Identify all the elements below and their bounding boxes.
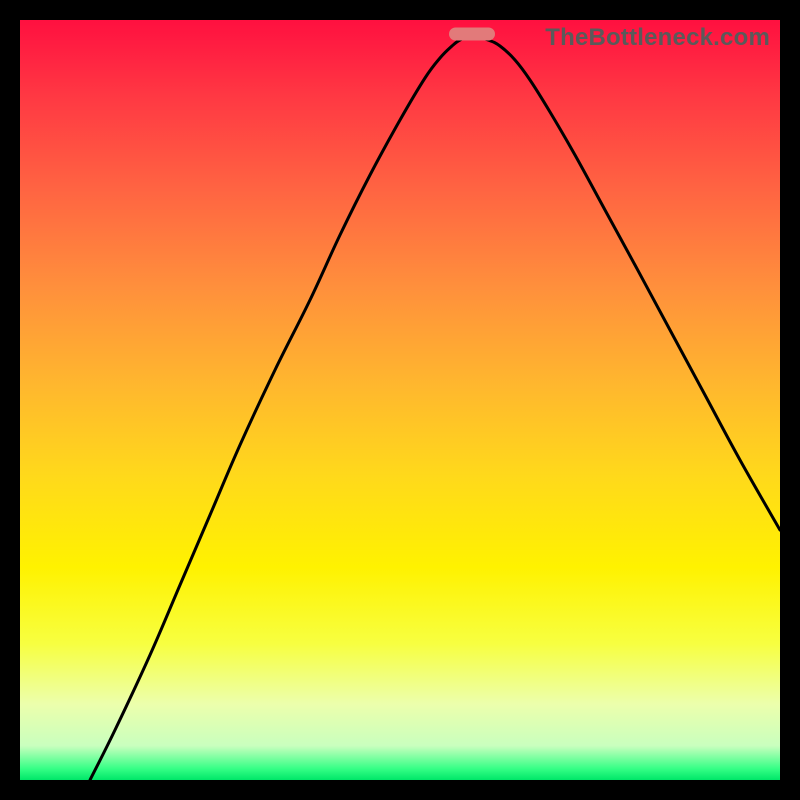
plot-area bbox=[20, 20, 780, 780]
bottleneck-curve-chart bbox=[20, 20, 780, 780]
watermark-text: TheBottleneck.com bbox=[545, 24, 770, 52]
gradient-background bbox=[20, 20, 780, 780]
optimal-marker bbox=[449, 28, 495, 41]
chart-frame: TheBottleneck.com bbox=[0, 0, 800, 800]
